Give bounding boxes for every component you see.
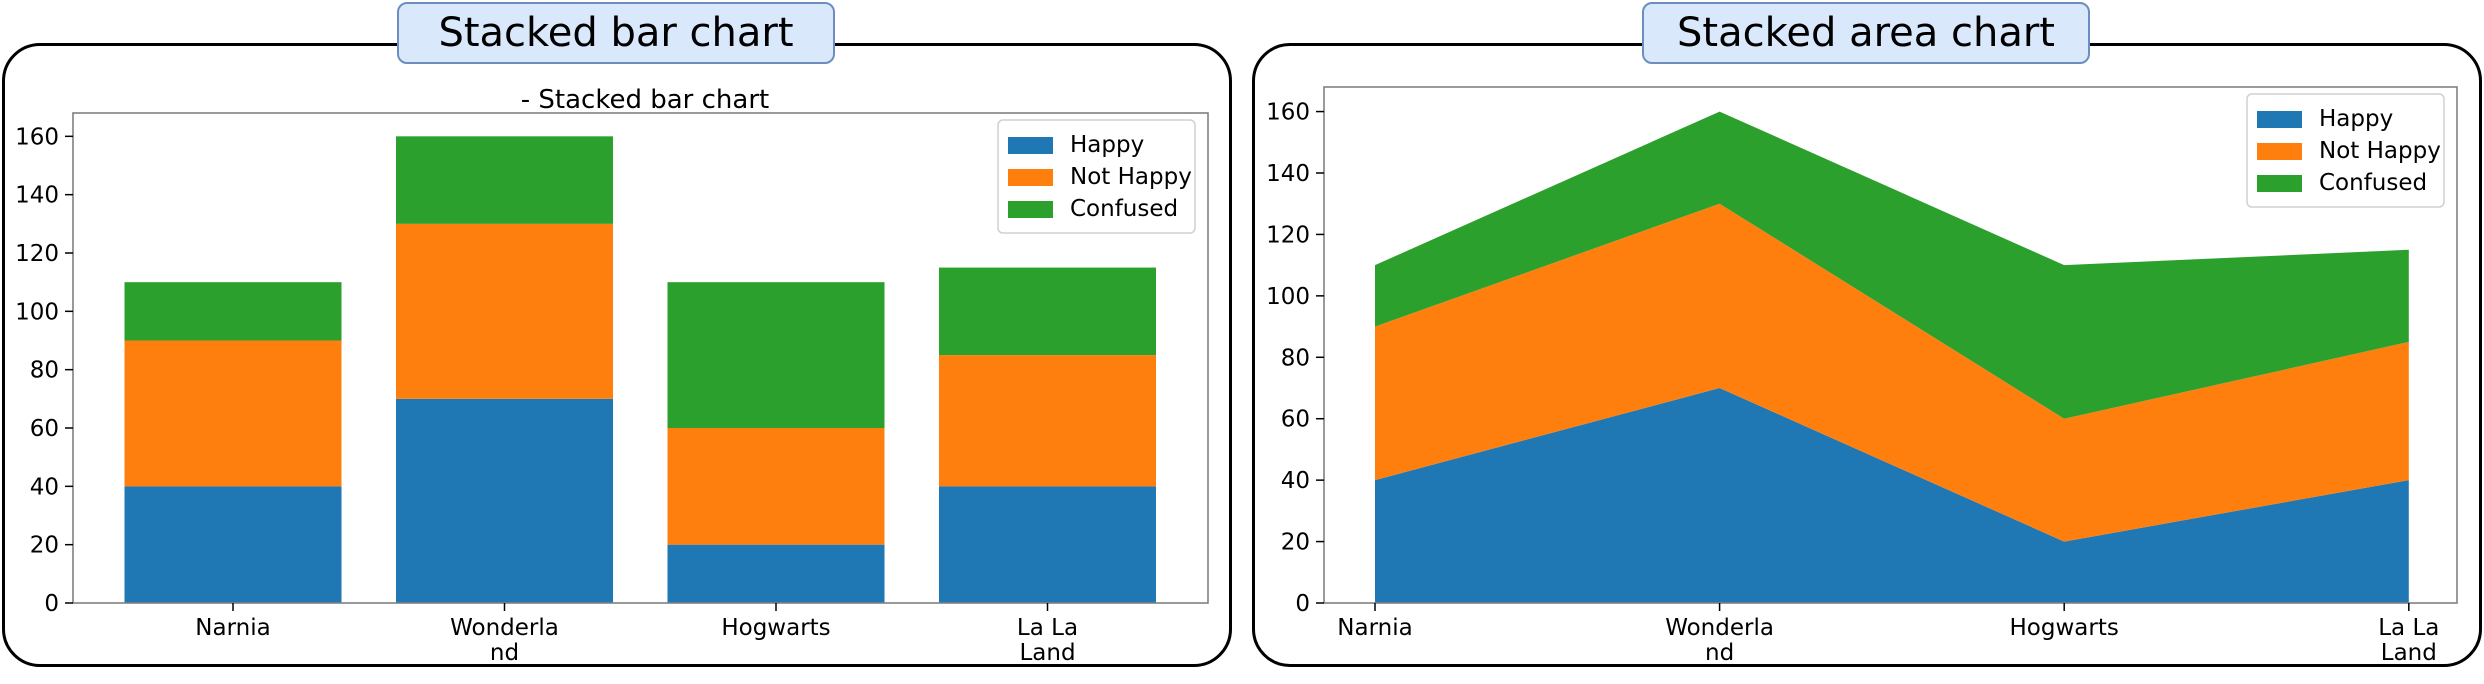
x-axis: Narnia Wonderla nd Hogwarts La La Land [1337, 603, 2439, 666]
legend-label-not-happy: Not Happy [2319, 138, 2441, 164]
bar-happy-narnia [124, 486, 342, 603]
y-tick-label: 160 [15, 124, 59, 150]
y-tick-label: 0 [44, 591, 59, 617]
y-tick-label: 140 [15, 183, 59, 209]
y-tick-label: 140 [1266, 161, 1310, 187]
y-tick-label: 120 [1266, 222, 1310, 248]
area-happy [1375, 388, 2409, 603]
bar-confused-wonderla-nd [396, 136, 613, 224]
y-tick-label: 80 [1281, 345, 1310, 371]
y-tick-label: 160 [1266, 100, 1310, 126]
x-tick-label: Wonderla nd [1665, 615, 1774, 666]
legend: Happy Not Happy Confused [997, 119, 1196, 234]
x-tick-label: Narnia [195, 615, 270, 641]
chart-title: - Stacked bar chart [521, 85, 769, 115]
bar-happy-wonderla-nd [396, 398, 613, 603]
legend-label-happy: Happy [1070, 132, 1144, 158]
area-not-happy [1375, 203, 2409, 542]
stacked-bar-chart: - Stacked bar chart 0 20 40 60 80 100 120 140 16… [15, 85, 1209, 666]
x-tick-label: Narnia [1337, 615, 1412, 641]
legend-label-confused: Confused [1070, 196, 1178, 222]
y-tick-label: 100 [1266, 284, 1310, 310]
plot-frame [1323, 86, 2458, 604]
y-tick-label: 100 [15, 299, 59, 325]
bar-not-happy-narnia [124, 340, 342, 487]
x-tick-label: Hogwarts [2010, 615, 2119, 641]
x-tick-label: Hogwarts [721, 615, 830, 641]
legend-label-not-happy: Not Happy [1070, 164, 1192, 190]
bar-confused-la-la-land [939, 267, 1156, 356]
legend-swatch-confused [2257, 175, 2302, 192]
area-confused [1375, 111, 2409, 419]
y-tick-label: 120 [15, 241, 59, 267]
y-tick-label: 40 [1281, 468, 1310, 494]
y-tick-label: 80 [30, 358, 59, 384]
legend-swatch-happy [2257, 111, 2302, 128]
legend-swatch-happy [1008, 137, 1053, 154]
y-tick-label: 40 [30, 474, 59, 500]
y-tick-label: 20 [1281, 530, 1310, 556]
bar-confused-narnia [124, 282, 342, 341]
bar-happy-hogwarts [667, 544, 885, 603]
bar-not-happy-hogwarts [667, 428, 885, 545]
y-axis: 0 20 40 60 80 100 120 140 160 [15, 124, 73, 617]
legend: Happy Not Happy Confused [2246, 93, 2445, 208]
x-tick-label: Wonderla nd [450, 615, 559, 666]
stacked-area-chart: 0 20 40 60 80 100 120 140 160 Narnia Wonderla nd Ho… [1266, 86, 2458, 666]
bar-confused-hogwarts [667, 282, 885, 428]
legend-label-confused: Confused [2319, 170, 2427, 196]
bar-marks [124, 136, 1156, 603]
y-tick-label: 60 [1281, 407, 1310, 433]
bar-not-happy-wonderla-nd [396, 223, 613, 399]
legend-swatch-not-happy [1008, 169, 1053, 186]
legend-swatch-confused [1008, 201, 1053, 218]
bar-happy-la-la-land [939, 486, 1156, 603]
panel-title-area: Stacked area chart [1642, 2, 2090, 64]
legend-label-happy: Happy [2319, 106, 2393, 132]
x-tick-label: La La Land [2378, 615, 2439, 666]
bar-not-happy-la-la-land [939, 355, 1156, 487]
y-tick-label: 0 [1295, 591, 1310, 617]
panel-title-bar: Stacked bar chart [397, 2, 835, 64]
y-tick-label: 20 [30, 533, 59, 559]
legend-swatch-not-happy [2257, 143, 2302, 160]
x-tick-label: La La Land [1017, 615, 1078, 666]
area-marks [1375, 111, 2409, 603]
x-axis: Narnia Wonderla nd Hogwarts La La Land [195, 603, 1078, 666]
y-axis: 0 20 40 60 80 100 120 140 160 [1266, 100, 1324, 617]
plot-frame [72, 112, 1209, 604]
y-tick-label: 60 [30, 416, 59, 442]
